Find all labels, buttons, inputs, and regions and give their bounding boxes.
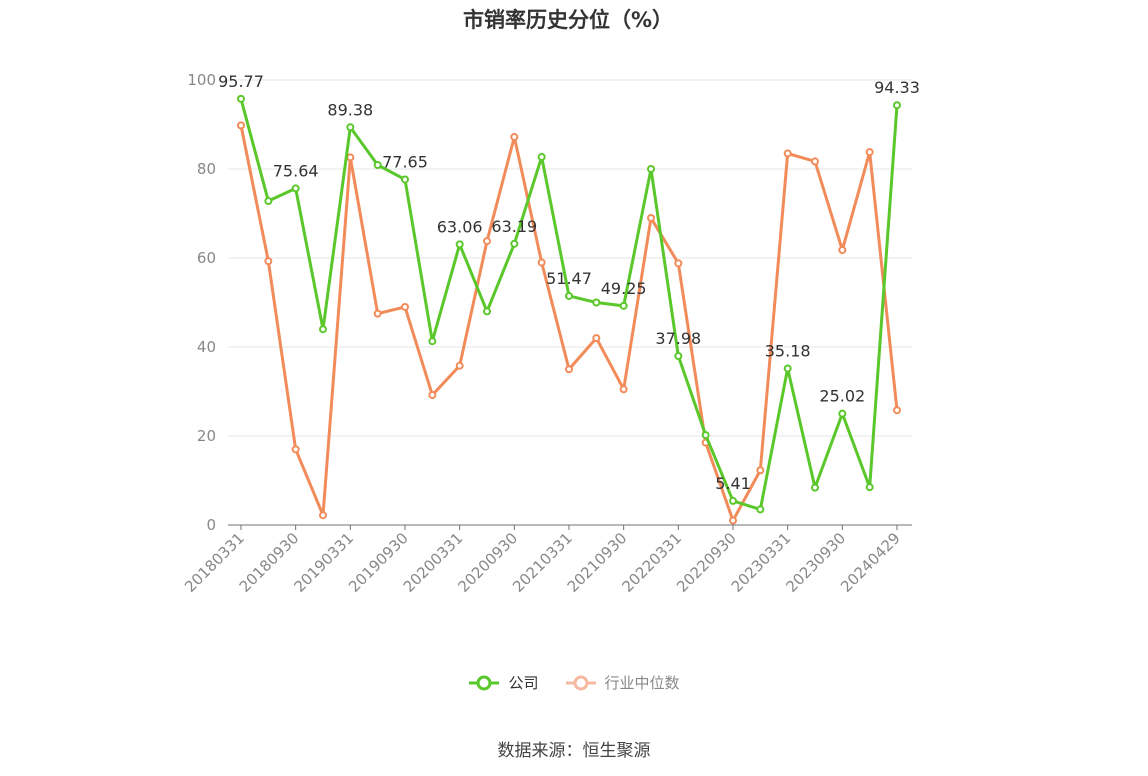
legend-company-label: 公司 — [508, 674, 539, 692]
industry-point-20180630 — [264, 257, 273, 266]
industry-point-20201231 — [537, 258, 546, 267]
company-point-20230331 — [783, 364, 792, 373]
industry-point-20231231 — [865, 148, 874, 157]
company-point-20180630 — [264, 197, 273, 206]
data-label-20230930: 25.02 — [819, 387, 865, 406]
data-label-20210331: 51.47 — [546, 269, 592, 288]
industry-point-20180930 — [291, 445, 300, 454]
company-point-20201231 — [537, 152, 546, 161]
industry-point-20181231 — [319, 511, 327, 520]
legend-industry-icon — [565, 675, 596, 690]
industry-point-20200630 — [483, 237, 491, 246]
data-label-20220930: 5.41 — [715, 474, 751, 493]
data-label-20200930: 63.19 — [491, 217, 537, 236]
industry-point-20190630 — [373, 309, 382, 318]
company-point-20220630 — [701, 431, 710, 440]
y-tick-label-100: 100 — [187, 71, 216, 89]
industry-point-20230930 — [838, 245, 847, 254]
industry-point-20180331 — [237, 121, 245, 130]
company-point-20200331 — [455, 240, 464, 249]
industry-point-20220930 — [729, 516, 737, 525]
data-label-20180930: 75.64 — [273, 161, 319, 180]
data-label-20210930: 49.25 — [601, 279, 647, 298]
data-label-20230331: 35.18 — [765, 341, 811, 360]
company-point-20220331 — [674, 351, 683, 360]
industry-point-20220331 — [674, 259, 683, 268]
industry-point-20221231 — [756, 466, 765, 475]
legend-item-industry-median[interactable]: 行业中位数 — [565, 672, 680, 693]
industry-point-20210930 — [619, 385, 628, 394]
company-point-20190930 — [401, 175, 409, 184]
data-label-20190930: 77.65 — [382, 152, 428, 171]
chart-title: 市销率历史分位（%） — [462, 8, 674, 32]
company-point-20180331 — [237, 94, 245, 103]
company-point-20231231 — [865, 483, 874, 492]
company-point-20221231 — [756, 505, 765, 514]
legend-company-icon — [469, 675, 500, 690]
company-point-20210630 — [592, 298, 601, 307]
y-tick-label-20: 20 — [197, 427, 216, 445]
line-chart: 0204060801002018033120180930201903312019… — [181, 71, 920, 596]
company-point-20240429 — [893, 101, 901, 110]
x-tick-label-20240429: 20240429 — [837, 529, 904, 596]
company-point-20190630 — [373, 160, 382, 169]
company-point-20230630 — [811, 483, 819, 492]
company-point-20210930 — [619, 301, 628, 310]
industry-point-20191231 — [428, 391, 437, 400]
industry-point-20240429 — [893, 406, 901, 415]
data-label-20220331: 37.98 — [655, 329, 701, 348]
industry-point-20190331 — [346, 153, 355, 162]
legend-item-company[interactable]: 公司 — [468, 672, 539, 693]
company-point-20220930 — [729, 496, 737, 505]
data-label-20180331: 95.77 — [218, 72, 264, 91]
company-point-20180930 — [291, 184, 300, 193]
company-point-20230930 — [838, 409, 847, 418]
company-point-20181231 — [319, 325, 327, 334]
axis-layer: 0204060801002018033120180930201903312019… — [181, 71, 912, 596]
company-point-20191231 — [428, 337, 437, 346]
legend-industry-label: 行业中位数 — [604, 674, 680, 692]
y-tick-label-0: 0 — [206, 516, 216, 534]
company-point-20210331 — [565, 291, 573, 300]
y-tick-label-40: 40 — [197, 338, 216, 356]
industry-point-20210630 — [592, 334, 601, 343]
data-label-20190331: 89.38 — [327, 100, 373, 119]
series-line-industry-median — [239, 125, 899, 523]
company-point-20200630 — [483, 307, 491, 316]
company-point-20190331 — [346, 123, 355, 132]
data-label-20200331: 63.06 — [437, 217, 483, 236]
industry-point-20200331 — [455, 361, 464, 370]
company-point-20200930 — [510, 239, 519, 248]
industry-point-20190930 — [401, 302, 409, 311]
series-layer — [237, 94, 901, 525]
industry-point-20230630 — [811, 157, 819, 166]
industry-point-20230331 — [783, 149, 792, 158]
grid-layer — [228, 79, 912, 437]
data-source: 数据来源：恒生聚源 — [497, 741, 651, 761]
industry-point-20200930 — [510, 132, 519, 141]
legend: 公司 行业中位数 — [0, 672, 1148, 693]
company-point-20211231 — [647, 165, 655, 173]
data-label-layer: 95.77 75.64 89.38 77.65 63.06 63.19 51.47 49.25… — [218, 72, 920, 493]
data-label-20240429: 94.33 — [874, 78, 920, 97]
industry-point-20211231 — [647, 213, 655, 222]
y-tick-label-60: 60 — [197, 249, 216, 267]
y-tick-label-80: 80 — [197, 160, 216, 178]
industry-point-20210331 — [565, 365, 573, 374]
